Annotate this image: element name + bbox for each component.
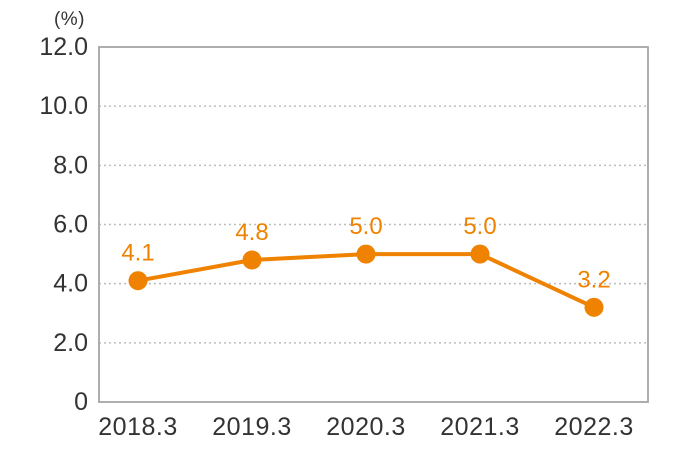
- data-point: [128, 271, 148, 291]
- data-point: [356, 244, 376, 264]
- y-tick-label: 6.0: [53, 211, 88, 239]
- x-tick-label: 2019.3: [212, 413, 291, 441]
- x-tick-label: 2018.3: [98, 413, 177, 441]
- y-tick-label: 12.0: [39, 33, 88, 61]
- y-tick-label: 10.0: [39, 92, 88, 120]
- data-point-label: 3.2: [577, 266, 610, 293]
- y-tick-label: 0: [74, 388, 88, 416]
- x-tick-label: 2021.3: [440, 413, 519, 441]
- x-tick-label: 2022.3: [554, 413, 633, 441]
- plot-border: [98, 46, 649, 403]
- data-point-label: 5.0: [349, 213, 382, 240]
- y-tick-label: 8.0: [53, 151, 88, 179]
- data-point-label: 4.1: [121, 240, 154, 267]
- y-tick-label: 4.0: [53, 270, 88, 298]
- x-tick-label: 2020.3: [326, 413, 405, 441]
- y-axis-unit-label: (%): [53, 9, 85, 30]
- data-point: [470, 244, 490, 264]
- data-point: [584, 297, 604, 317]
- y-tick-label: 2.0: [53, 329, 88, 357]
- data-point: [242, 250, 262, 270]
- data-point-label: 4.8: [235, 219, 268, 246]
- data-point-label: 5.0: [463, 213, 496, 240]
